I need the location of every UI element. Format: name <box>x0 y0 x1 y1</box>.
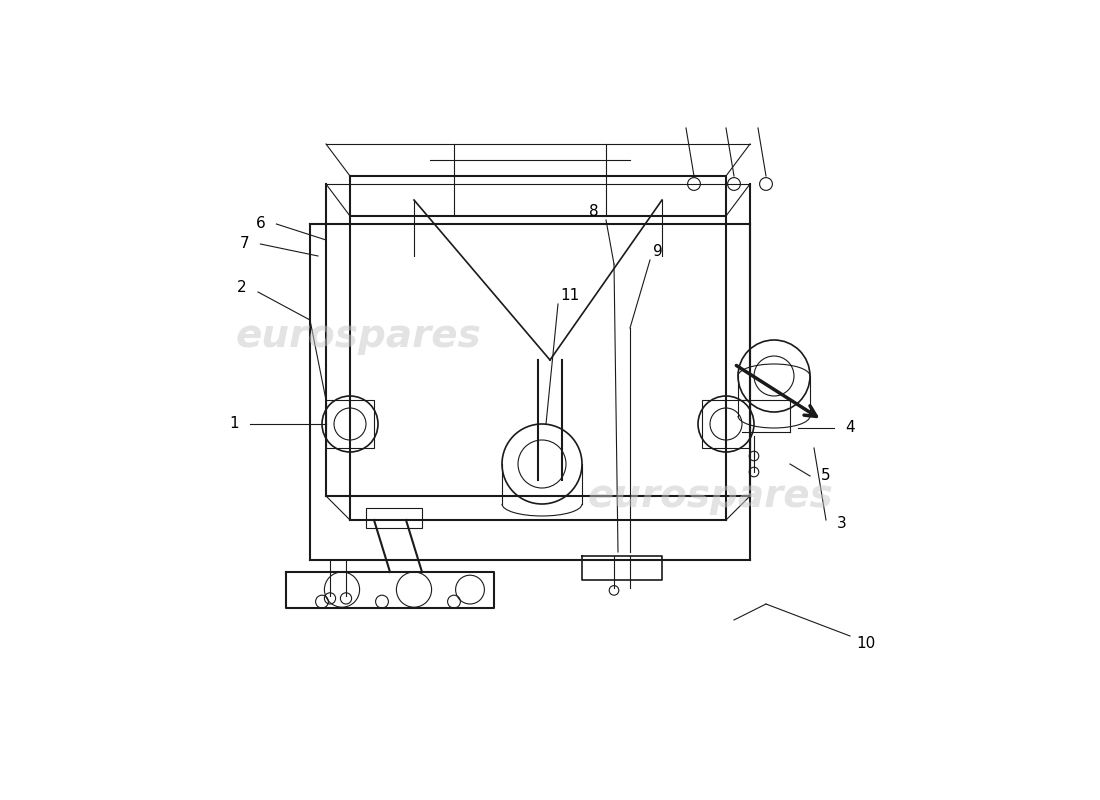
Bar <box>702 400 750 448</box>
Text: 4: 4 <box>845 421 855 435</box>
Text: 6: 6 <box>255 217 265 231</box>
Text: 11: 11 <box>560 289 580 303</box>
Text: 7: 7 <box>240 237 250 251</box>
Text: 9: 9 <box>653 245 663 259</box>
Text: 8: 8 <box>590 205 598 219</box>
Text: 2: 2 <box>238 281 246 295</box>
Text: 5: 5 <box>822 469 830 483</box>
Bar <box>366 508 422 528</box>
Text: 10: 10 <box>857 637 876 651</box>
Text: eurospares: eurospares <box>235 317 481 355</box>
Text: 1: 1 <box>229 417 239 431</box>
Bar <box>326 400 374 448</box>
Text: eurospares: eurospares <box>587 477 833 515</box>
Text: 3: 3 <box>837 517 847 531</box>
